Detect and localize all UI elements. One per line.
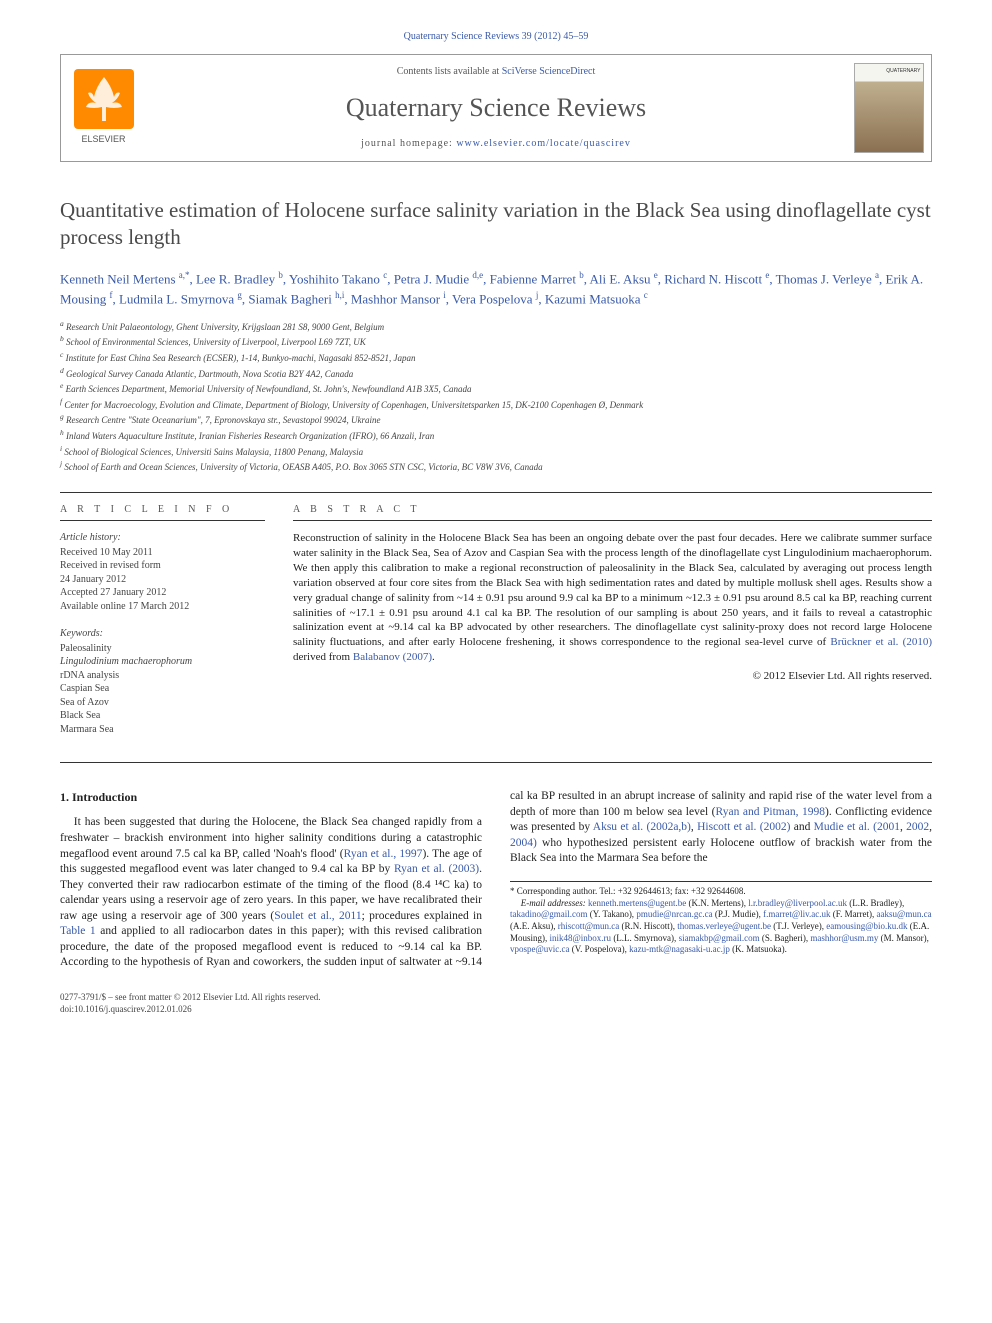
email-link[interactable]: rhiscott@mun.ca xyxy=(558,921,620,931)
citation-link[interactable]: 2004) xyxy=(510,837,537,849)
affiliation-item: d Geological Survey Canada Atlantic, Dar… xyxy=(60,366,932,381)
email-addresses: E-mail addresses: kenneth.mertens@ugent.… xyxy=(510,898,932,956)
abstract-body: Reconstruction of salinity in the Holoce… xyxy=(293,532,932,648)
email-link[interactable]: pmudie@nrcan.gc.ca xyxy=(636,909,712,919)
citation-link[interactable]: Soulet et al., 2011 xyxy=(274,910,361,922)
email-link[interactable]: aaksu@mun.ca xyxy=(877,909,932,919)
citation-link[interactable]: 2002 xyxy=(906,821,929,833)
publisher-logo-block: ELSEVIER xyxy=(61,55,146,161)
email-link[interactable]: l.r.bradley@liverpool.ac.uk xyxy=(748,898,847,908)
affiliations-list: a Research Unit Palaeontology, Ghent Uni… xyxy=(60,319,932,474)
table-link[interactable]: Table 1 xyxy=(60,925,96,937)
journal-cover-icon xyxy=(854,63,924,153)
keyword-item: Paleosalinity xyxy=(60,642,265,656)
homepage-prefix: journal homepage: xyxy=(361,138,456,149)
history-item: Accepted 27 January 2012 xyxy=(60,586,265,600)
abstract-mid: derived from xyxy=(293,651,353,663)
email-link[interactable]: mashhor@usm.my xyxy=(810,933,878,943)
citation-line: Quaternary Science Reviews 39 (2012) 45–… xyxy=(60,30,932,44)
body-text: who hypothesized persistent early Holoce… xyxy=(510,837,932,865)
journal-name: Quaternary Science Reviews xyxy=(154,90,838,125)
publisher-name: ELSEVIER xyxy=(81,133,125,145)
affiliation-item: g Research Centre "State Oceanarium", 7,… xyxy=(60,412,932,427)
body-text: and xyxy=(790,821,813,833)
keyword-item: Sea of Azov xyxy=(60,696,265,710)
history-item: 24 January 2012 xyxy=(60,573,265,587)
citation-link[interactable]: Ryan and Pitman, 1998 xyxy=(716,806,825,818)
abstract-text: Reconstruction of salinity in the Holoce… xyxy=(293,531,932,665)
doi-line: doi:10.1016/j.quascirev.2012.01.026 xyxy=(60,1003,932,1015)
keywords-list: PaleosalinityLingulodinium machaerophoru… xyxy=(60,642,265,737)
affiliation-item: f Center for Macroecology, Evolution and… xyxy=(60,397,932,412)
citation-link[interactable]: Ryan et al., 1997 xyxy=(344,848,423,860)
email-link[interactable]: takadino@gmail.com xyxy=(510,909,588,919)
email-link[interactable]: kenneth.mertens@ugent.be xyxy=(588,898,686,908)
email-link[interactable]: thomas.verleye@ugent.be xyxy=(677,921,771,931)
divider xyxy=(60,492,932,493)
email-link[interactable]: eamousing@bio.ku.dk xyxy=(826,921,907,931)
keyword-item: rDNA analysis xyxy=(60,669,265,683)
abstract-tail: . xyxy=(432,651,435,663)
header-center: Contents lists available at SciVerse Sci… xyxy=(146,55,846,161)
history-item: Received 10 May 2011 xyxy=(60,546,265,560)
affiliation-item: c Institute for East China Sea Research … xyxy=(60,350,932,365)
affiliation-item: i School of Biological Sciences, Univers… xyxy=(60,444,932,459)
cover-thumbnail-block xyxy=(846,55,931,161)
keyword-item: Caspian Sea xyxy=(60,682,265,696)
affiliation-item: j School of Earth and Ocean Sciences, Un… xyxy=(60,459,932,474)
bottom-meta: 0277-3791/$ – see front matter © 2012 El… xyxy=(60,991,932,1015)
affiliation-item: h Inland Waters Aquaculture Institute, I… xyxy=(60,428,932,443)
front-matter-line: 0277-3791/$ – see front matter © 2012 El… xyxy=(60,991,932,1003)
citation-link[interactable]: Aksu et al. (2002a,b) xyxy=(593,821,691,833)
article-title: Quantitative estimation of Holocene surf… xyxy=(60,197,932,252)
article-history-label: Article history: xyxy=(60,531,265,545)
history-item: Received in revised form xyxy=(60,559,265,573)
citation-link[interactable]: Balabanov (2007) xyxy=(353,651,432,663)
citation-link[interactable]: Brückner et al. (2010) xyxy=(830,636,932,648)
keyword-item: Black Sea xyxy=(60,709,265,723)
email-link[interactable]: vpospe@uvic.ca xyxy=(510,944,570,954)
section-heading: 1. Introduction xyxy=(60,789,482,805)
email-link[interactable]: kazu-mtk@nagasaki-u.ac.jp xyxy=(629,944,730,954)
sciencedirect-link[interactable]: SciVerse ScienceDirect xyxy=(502,66,596,77)
divider xyxy=(60,762,932,763)
body-columns: 1. Introduction It has been suggested th… xyxy=(60,789,932,970)
citation-link[interactable]: Hiscott et al. (2002) xyxy=(697,821,790,833)
citation-link[interactable]: Ryan et al. (2003) xyxy=(394,863,479,875)
contents-prefix: Contents lists available at xyxy=(397,66,502,77)
abstract-heading: A B S T R A C T xyxy=(293,503,932,517)
journal-header: ELSEVIER Contents lists available at Sci… xyxy=(60,54,932,162)
footnote-block: * Corresponding author. Tel.: +32 926446… xyxy=(510,881,932,956)
abstract-column: A B S T R A C T Reconstruction of salini… xyxy=(293,503,932,737)
email-label: E-mail addresses: xyxy=(521,898,588,908)
affiliation-item: a Research Unit Palaeontology, Ghent Uni… xyxy=(60,319,932,334)
journal-homepage-link[interactable]: www.elsevier.com/locate/quascirev xyxy=(456,138,631,149)
elsevier-tree-icon xyxy=(74,69,134,129)
keyword-item: Marmara Sea xyxy=(60,723,265,737)
article-info-heading: A R T I C L E I N F O xyxy=(60,503,265,517)
body-text: , xyxy=(929,821,932,833)
email-link[interactable]: inik48@inbox.ru xyxy=(550,933,612,943)
citation-link[interactable]: Mudie et al. (2001 xyxy=(814,821,900,833)
corresponding-author: * Corresponding author. Tel.: +32 926446… xyxy=(510,886,932,898)
abstract-copyright: © 2012 Elsevier Ltd. All rights reserved… xyxy=(293,669,932,684)
email-link[interactable]: f.marret@liv.ac.uk xyxy=(763,909,830,919)
divider xyxy=(60,520,265,521)
divider xyxy=(293,520,932,521)
email-link[interactable]: siamakbp@gmail.com xyxy=(679,933,760,943)
body-text: ; procedures explained in xyxy=(362,910,482,922)
contents-lists-line: Contents lists available at SciVerse Sci… xyxy=(154,65,838,79)
affiliation-item: b School of Environmental Sciences, Univ… xyxy=(60,334,932,349)
author-list: Kenneth Neil Mertens a,*, Lee R. Bradley… xyxy=(60,269,932,309)
keywords-label: Keywords: xyxy=(60,627,265,641)
affiliation-item: e Earth Sciences Department, Memorial Un… xyxy=(60,381,932,396)
keyword-item: Lingulodinium machaerophorum xyxy=(60,655,265,669)
journal-homepage-line: journal homepage: www.elsevier.com/locat… xyxy=(154,137,838,151)
history-item: Available online 17 March 2012 xyxy=(60,600,265,614)
article-info-column: A R T I C L E I N F O Article history: R… xyxy=(60,503,265,737)
article-history: Received 10 May 2011Received in revised … xyxy=(60,546,265,614)
